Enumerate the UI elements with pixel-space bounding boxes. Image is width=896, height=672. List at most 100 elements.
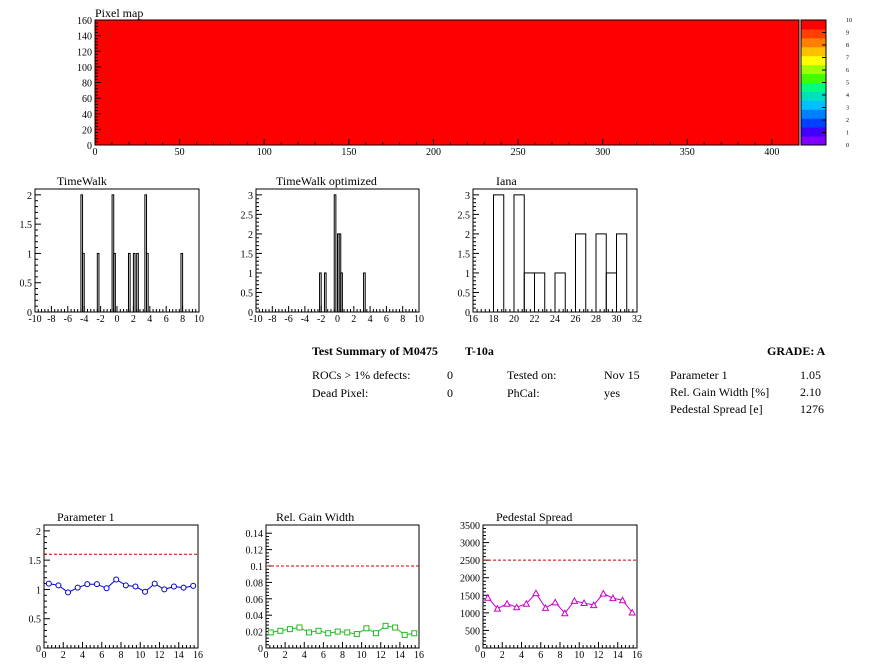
y-tick-label: 1 xyxy=(27,249,32,260)
x-tick-label: 8 xyxy=(180,314,185,325)
x-tick-label: 400 xyxy=(764,147,779,158)
palette-tick-label: 6 xyxy=(846,68,849,74)
x-tick-label: 10 xyxy=(194,314,204,325)
x-tick-label: -2 xyxy=(96,314,104,325)
chart-pixelmap: 0 50 100 150 200 250 300 350 4000204060801001201… xyxy=(77,6,852,158)
palette-swatch xyxy=(801,118,826,128)
data-point xyxy=(84,581,91,588)
x-tick-label: 0 xyxy=(42,650,47,661)
y-tick-label: 500 xyxy=(465,626,480,637)
x-tick-label: 6 xyxy=(538,650,543,661)
x-tick-label: 10 xyxy=(414,314,424,325)
data-point xyxy=(277,627,284,634)
x-tick-label: 200 xyxy=(426,147,441,158)
y-tick-label: 1500 xyxy=(460,591,480,602)
x-tick-label: 150 xyxy=(341,147,356,158)
chart-iana: 16 18 20 22 24 26 28 30 32 0 0.5 1 1.5 2 2.5 3 Iana xyxy=(458,174,643,325)
data-point xyxy=(334,628,341,635)
x-tick-label: 6 xyxy=(99,650,104,661)
data-point xyxy=(609,594,617,602)
pedestal-spread-value: 1276 xyxy=(800,402,824,416)
data-point xyxy=(372,630,379,637)
y-tick-label: 0 xyxy=(465,308,470,319)
rocs-defects-label: ROCs > 1% defects: xyxy=(312,368,411,382)
chart-title: TimeWalk xyxy=(57,174,107,188)
data-point xyxy=(344,629,351,636)
data-point xyxy=(306,629,313,636)
x-tick-label: -6 xyxy=(64,314,72,325)
data-point xyxy=(483,593,492,601)
y-tick-label: 2.5 xyxy=(241,210,254,221)
data-point xyxy=(570,596,579,604)
y-tick-label: 3000 xyxy=(460,539,480,550)
x-tick-label: 12 xyxy=(594,650,604,661)
x-tick-label: 10 xyxy=(135,650,145,661)
chart-title: Pedestal Spread xyxy=(496,510,572,524)
y-tick-label: 0.5 xyxy=(241,288,254,299)
x-tick-label: 30 xyxy=(612,314,622,325)
y-tick-label: 160 xyxy=(77,16,92,27)
y-tick-label: 0 xyxy=(87,141,92,152)
y-tick-label: 0.14 xyxy=(246,529,264,540)
x-tick-label: 16 xyxy=(632,650,642,661)
x-tick-label: -10 xyxy=(249,314,262,325)
data-point xyxy=(522,599,531,607)
data-point xyxy=(392,624,399,631)
series-line xyxy=(48,578,194,593)
histogram-bin xyxy=(127,252,131,313)
x-tick-label: 22 xyxy=(530,314,540,325)
x-tick-label: 0 xyxy=(335,314,340,325)
data-point xyxy=(122,582,129,589)
y-tick-label: 0 xyxy=(36,644,41,655)
chart-title: Iana xyxy=(496,174,517,188)
histogram-bin xyxy=(136,252,139,313)
summary-test-name: T-10a xyxy=(465,344,494,358)
y-tick-label: 2500 xyxy=(460,556,480,567)
y-tick-label: 0.04 xyxy=(246,611,264,622)
x-tick-label: 4 xyxy=(368,314,373,325)
palette-tick-label: 8 xyxy=(846,43,849,49)
data-point xyxy=(560,609,569,617)
y-tick-label: 0.1 xyxy=(251,562,264,573)
y-tick-label: 0.5 xyxy=(29,615,42,626)
data-point xyxy=(353,631,360,638)
x-tick-label: 50 xyxy=(175,147,185,158)
histogram-bin xyxy=(493,194,505,313)
histogram-bin xyxy=(323,272,327,313)
chart-param1: 0 2 4 6 8 10 12 14 16 0 0.5 1 1.5 2 Parameter 1 xyxy=(29,510,204,661)
y-tick-label: 80 xyxy=(82,79,92,90)
x-tick-label: 10 xyxy=(574,650,584,661)
histogram-bin xyxy=(605,272,617,313)
x-tick-label: 32 xyxy=(632,314,642,325)
y-tick-label: 20 xyxy=(82,125,92,136)
histogram-bin xyxy=(319,272,322,313)
y-tick-label: 1.5 xyxy=(241,249,254,260)
y-tick-label: 60 xyxy=(82,94,92,105)
x-tick-label: 6 xyxy=(164,314,169,325)
data-point xyxy=(170,583,177,590)
x-tick-label: 300 xyxy=(595,147,610,158)
palette-swatch xyxy=(801,100,826,110)
x-tick-label: 8 xyxy=(340,650,345,661)
palette-swatch xyxy=(801,28,826,39)
x-tick-label: 8 xyxy=(119,650,124,661)
histogram-bin xyxy=(132,252,136,313)
palette-swatch xyxy=(801,64,826,75)
palette-swatch xyxy=(801,136,826,146)
x-tick-label: -8 xyxy=(268,314,276,325)
y-tick-label: 0.12 xyxy=(246,546,264,557)
data-point xyxy=(325,630,332,637)
data-point xyxy=(296,624,303,631)
rel-gain-width-value: 2.10 xyxy=(800,385,821,399)
x-tick-label: 6 xyxy=(321,650,326,661)
histogram-bin xyxy=(616,233,628,313)
y-tick-label: 2 xyxy=(27,191,32,202)
y-tick-label: 0 xyxy=(248,308,253,319)
x-tick-label: 14 xyxy=(613,650,623,661)
data-point xyxy=(113,576,120,583)
histogram-bin xyxy=(113,252,116,313)
palette-tick-label: 10 xyxy=(846,18,852,24)
rel-gain-width-label: Rel. Gain Width [%] xyxy=(670,385,770,399)
rocs-defects-value: 0 xyxy=(447,368,453,382)
palette-swatch xyxy=(801,109,826,119)
